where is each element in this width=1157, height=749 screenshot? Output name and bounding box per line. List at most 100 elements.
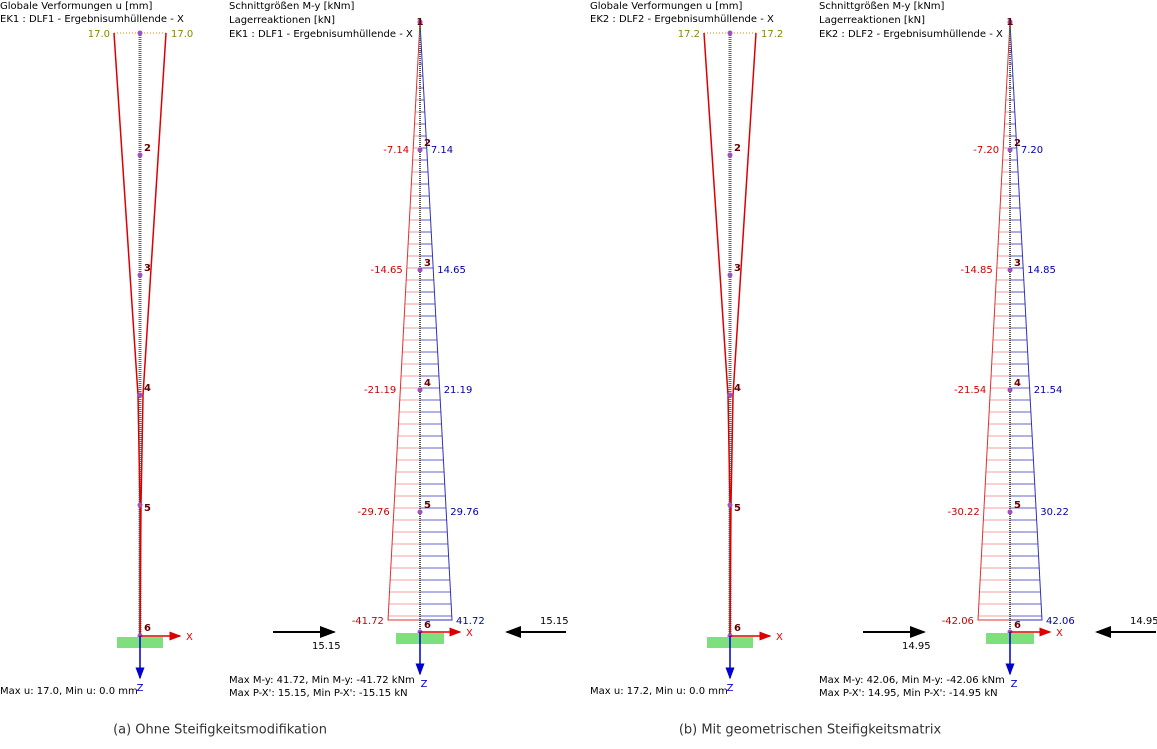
node-dot — [727, 30, 733, 36]
moment-max-outline — [1009, 21, 1043, 621]
deform-value: 17.0 — [171, 29, 193, 40]
node-label: 5 — [1014, 500, 1021, 511]
caption: (a) Ohne Steifigkeitsmodifikation — [113, 723, 327, 738]
node-dot — [417, 387, 423, 393]
moment-footer: Max M-y: 42.06, Min M-y: -42.06 kNm — [819, 675, 1005, 686]
node-label: 3 — [734, 263, 741, 274]
moment-max-outline — [419, 21, 453, 621]
x-axis-label: X — [776, 632, 783, 643]
moment-min-label: -42.06 — [942, 616, 974, 627]
node-label: 3 — [144, 263, 151, 274]
node-dot — [727, 152, 733, 158]
node-label: 2 — [734, 143, 741, 154]
node-label: 3 — [1014, 258, 1021, 269]
deform-value: 17.2 — [761, 29, 783, 40]
node-label: 6 — [424, 620, 431, 631]
node-label: 6 — [734, 623, 741, 634]
node-label: 2 — [424, 138, 431, 149]
node-label: 4 — [424, 378, 431, 389]
node-label: 1 — [1007, 17, 1014, 28]
deformed-line — [113, 32, 141, 636]
caption: (b) Mit geometrischen Steifigkeitsmatrix — [679, 723, 942, 738]
x-axis-label: X — [1056, 628, 1063, 639]
moment-min-label: -21.19 — [364, 385, 396, 396]
node-dot — [727, 502, 733, 508]
moment-max-label: 14.85 — [1027, 265, 1056, 276]
node-dot — [1007, 509, 1013, 515]
node-label: 4 — [734, 383, 741, 394]
node-label: 4 — [1014, 378, 1021, 389]
node-label: 6 — [144, 623, 151, 634]
node-label: 2 — [1014, 138, 1021, 149]
moment-min-outline — [977, 21, 1011, 621]
reaction-label: 14.95 — [902, 641, 931, 652]
node-label: 2 — [144, 143, 151, 154]
moment-max-label: 41.72 — [456, 616, 485, 627]
moment-title: Lagerreaktionen [kN] — [229, 15, 335, 26]
x-axis-label: X — [186, 632, 193, 643]
moment-footer: Max M-y: 41.72, Min M-y: -41.72 kNm — [229, 675, 415, 686]
deform-value: 17.0 — [88, 29, 110, 40]
deform-title: Globale Verformungen u [mm] — [590, 1, 742, 12]
node-label: 6 — [1014, 620, 1021, 631]
moment-footer: Max P-X': 15.15, Min P-X': -15.15 kN — [229, 688, 408, 699]
moment-max-label: 42.06 — [1046, 616, 1075, 627]
z-axis-label: Z — [137, 683, 144, 694]
moment-title: Lagerreaktionen [kN] — [819, 15, 925, 26]
moment-min-label: -7.20 — [973, 145, 999, 156]
node-dot — [137, 392, 143, 398]
moment-title: Schnittgrößen M-y [kNm] — [229, 1, 355, 12]
moment-max-label: 7.20 — [1021, 145, 1043, 156]
deform-footer: Max u: 17.2, Min u: 0.0 mm — [590, 686, 728, 697]
moment-min-outline — [387, 21, 421, 621]
moment-title: EK1 : DLF1 - Ergebnisumhüllende - X — [229, 29, 413, 40]
node-label: 5 — [144, 503, 151, 514]
moment-min-label: -7.14 — [383, 145, 409, 156]
node-dot — [137, 152, 143, 158]
deformed-line — [703, 32, 731, 636]
node-label: 5 — [734, 503, 741, 514]
moment-min-label: -14.65 — [370, 265, 402, 276]
moment-min-label: -41.72 — [352, 616, 384, 627]
node-dot — [417, 19, 423, 25]
node-dot — [137, 30, 143, 36]
node-label: 3 — [424, 258, 431, 269]
deform-footer: Max u: 17.0, Min u: 0.0 mm — [0, 686, 138, 697]
moment-max-label: 21.54 — [1034, 385, 1063, 396]
deform-title: Globale Verformungen u [mm] — [0, 1, 152, 12]
moment-min-label: -30.22 — [948, 507, 980, 518]
moment-max-label: 14.65 — [437, 265, 466, 276]
moment-max-label: 29.76 — [450, 507, 479, 518]
z-axis-label: Z — [727, 683, 734, 694]
reaction-label: 15.15 — [540, 616, 569, 627]
moment-max-label: 30.22 — [1040, 507, 1069, 518]
moment-min-label: -14.85 — [960, 265, 992, 276]
deform-value: 17.2 — [678, 29, 700, 40]
node-dot — [417, 267, 423, 273]
z-axis-label: Z — [421, 679, 428, 690]
moment-max-label: 7.14 — [431, 145, 453, 156]
deform-title: EK2 : DLF2 - Ergebnisumhüllende - X — [590, 14, 774, 25]
node-dot — [727, 272, 733, 278]
moment-title: Schnittgrößen M-y [kNm] — [819, 1, 945, 12]
reaction-label: 14.95 — [1130, 616, 1157, 627]
node-dot — [137, 502, 143, 508]
node-dot — [727, 392, 733, 398]
deformed-line — [139, 32, 167, 637]
node-dot — [417, 147, 423, 153]
node-dot — [137, 272, 143, 278]
node-dot — [1007, 147, 1013, 153]
node-dot — [1007, 267, 1013, 273]
x-axis-label: X — [466, 628, 473, 639]
node-dot — [1007, 387, 1013, 393]
node-label: 1 — [417, 17, 424, 28]
moment-footer: Max P-X': 14.95, Min P-X': -14.95 kN — [819, 688, 998, 699]
moment-title: EK2 : DLF2 - Ergebnisumhüllende - X — [819, 29, 1003, 40]
moment-max-label: 21.19 — [444, 385, 473, 396]
node-label: 4 — [144, 383, 151, 394]
moment-min-label: -21.54 — [954, 385, 986, 396]
z-axis-label: Z — [1011, 679, 1018, 690]
node-dot — [1007, 19, 1013, 25]
deform-title: EK1 : DLF1 - Ergebnisumhüllende - X — [0, 14, 184, 25]
